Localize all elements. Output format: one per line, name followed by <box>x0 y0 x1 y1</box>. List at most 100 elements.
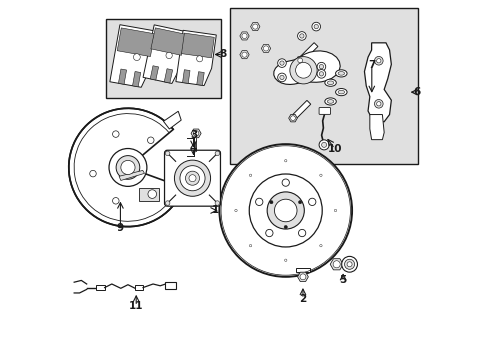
Polygon shape <box>176 30 216 86</box>
Circle shape <box>116 156 140 179</box>
Polygon shape <box>132 72 141 87</box>
Circle shape <box>297 58 302 63</box>
Circle shape <box>188 175 196 182</box>
Circle shape <box>174 160 210 196</box>
Circle shape <box>284 225 287 229</box>
Ellipse shape <box>326 81 333 85</box>
Circle shape <box>341 256 357 272</box>
Circle shape <box>374 57 382 65</box>
Circle shape <box>148 190 156 198</box>
Bar <box>138 188 159 201</box>
Circle shape <box>319 72 323 76</box>
Bar <box>164 282 176 289</box>
Bar <box>230 8 418 164</box>
Polygon shape <box>250 23 260 31</box>
FancyBboxPatch shape <box>164 150 220 206</box>
Polygon shape <box>329 259 343 270</box>
Circle shape <box>317 62 325 71</box>
Circle shape <box>147 137 154 144</box>
Circle shape <box>112 131 119 138</box>
Ellipse shape <box>326 100 333 103</box>
Circle shape <box>297 32 305 40</box>
Circle shape <box>249 244 251 247</box>
Ellipse shape <box>337 90 344 94</box>
Text: 5: 5 <box>339 275 346 285</box>
Polygon shape <box>292 100 310 118</box>
Polygon shape <box>369 114 384 140</box>
Bar <box>96 285 104 291</box>
Circle shape <box>319 64 323 69</box>
Circle shape <box>376 59 380 63</box>
Circle shape <box>374 99 382 108</box>
Polygon shape <box>261 44 270 53</box>
Text: 6: 6 <box>412 87 419 97</box>
Circle shape <box>299 34 304 38</box>
Circle shape <box>317 69 325 78</box>
Ellipse shape <box>335 89 346 96</box>
Polygon shape <box>300 43 317 60</box>
Polygon shape <box>110 25 157 87</box>
Polygon shape <box>119 170 144 180</box>
Circle shape <box>279 61 284 65</box>
Circle shape <box>319 174 322 176</box>
Circle shape <box>193 131 199 136</box>
Text: 10: 10 <box>327 144 342 154</box>
Circle shape <box>265 229 272 237</box>
Polygon shape <box>191 129 201 138</box>
Circle shape <box>255 198 263 206</box>
Circle shape <box>295 62 311 78</box>
Text: 11: 11 <box>129 301 143 311</box>
Circle shape <box>319 244 322 247</box>
Circle shape <box>289 57 317 84</box>
Ellipse shape <box>337 72 344 75</box>
Circle shape <box>133 54 140 60</box>
Circle shape <box>242 33 246 39</box>
Circle shape <box>185 171 199 185</box>
Circle shape <box>263 46 268 51</box>
Circle shape <box>308 198 315 206</box>
FancyBboxPatch shape <box>319 108 330 114</box>
Ellipse shape <box>324 98 336 105</box>
Circle shape <box>215 201 219 205</box>
Text: 3: 3 <box>189 130 197 140</box>
Polygon shape <box>239 51 249 59</box>
Text: 7: 7 <box>367 60 375 70</box>
Circle shape <box>284 159 286 162</box>
Circle shape <box>90 170 96 177</box>
Circle shape <box>277 73 285 82</box>
Circle shape <box>376 102 380 106</box>
Polygon shape <box>295 57 304 64</box>
Circle shape <box>196 56 202 62</box>
Wedge shape <box>69 108 183 226</box>
Polygon shape <box>164 69 172 83</box>
Circle shape <box>319 140 328 150</box>
Circle shape <box>269 201 272 204</box>
Circle shape <box>346 262 351 267</box>
Circle shape <box>299 274 305 280</box>
Circle shape <box>332 261 340 268</box>
Circle shape <box>165 151 169 156</box>
Circle shape <box>313 24 318 29</box>
Ellipse shape <box>335 70 346 77</box>
Text: 2: 2 <box>299 294 306 304</box>
Circle shape <box>290 116 295 121</box>
Bar <box>135 285 142 291</box>
Ellipse shape <box>324 79 336 86</box>
Polygon shape <box>118 69 126 84</box>
Circle shape <box>109 149 146 186</box>
Circle shape <box>266 192 304 229</box>
Circle shape <box>219 144 351 277</box>
Polygon shape <box>182 70 190 84</box>
Circle shape <box>321 142 326 147</box>
Polygon shape <box>143 25 188 84</box>
Circle shape <box>298 201 301 204</box>
Circle shape <box>121 160 135 175</box>
Polygon shape <box>297 272 308 282</box>
Polygon shape <box>117 28 154 57</box>
Circle shape <box>282 179 289 186</box>
Polygon shape <box>181 33 214 58</box>
Text: 9: 9 <box>117 223 124 233</box>
Circle shape <box>165 52 172 59</box>
Polygon shape <box>151 28 185 55</box>
Polygon shape <box>163 111 181 129</box>
